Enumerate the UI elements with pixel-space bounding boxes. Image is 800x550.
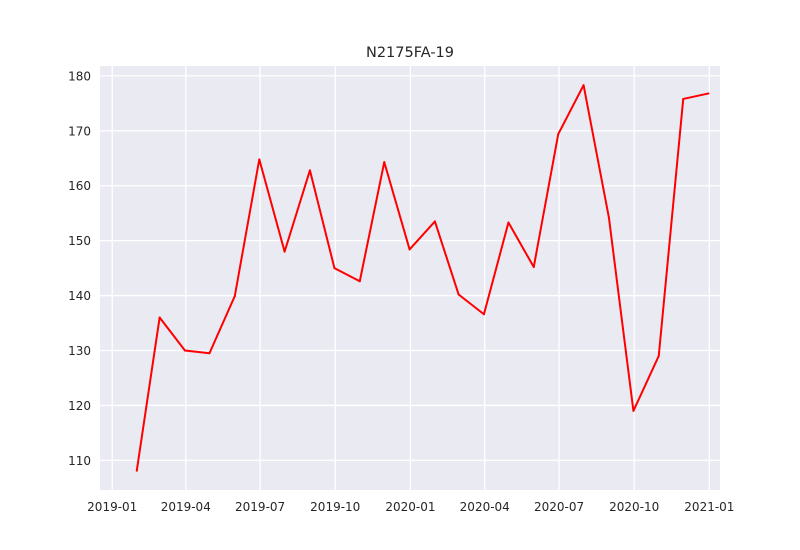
- data-point: [283, 250, 286, 253]
- data-point: [233, 295, 236, 298]
- data-point: [532, 266, 535, 269]
- x-tick-label: 2019-04: [161, 500, 211, 514]
- data-point: [607, 216, 610, 219]
- x-axis: 2019-01 2019-04 2019-07 2019-10 2020-01 2020-…: [87, 500, 734, 514]
- x-tick-label: 2021-01: [684, 500, 734, 514]
- data-point: [258, 158, 261, 161]
- data-point: [383, 161, 386, 164]
- data-point: [208, 352, 211, 355]
- data-point: [557, 133, 560, 136]
- x-tick-label: 2019-01: [87, 500, 137, 514]
- y-tick-label: 140: [68, 289, 91, 303]
- y-tick-label: 110: [68, 454, 91, 468]
- x-tick-label: 2020-07: [534, 500, 584, 514]
- data-point: [632, 409, 635, 412]
- x-tick-label: 2020-10: [609, 500, 659, 514]
- data-point: [433, 220, 436, 223]
- series-layer: [135, 84, 710, 472]
- data-point: [707, 92, 710, 95]
- data-point: [408, 248, 411, 251]
- data-point: [657, 354, 660, 357]
- data-point: [457, 293, 460, 296]
- y-tick-label: 160: [68, 179, 91, 193]
- y-tick-label: 180: [68, 69, 91, 83]
- data-point: [358, 280, 361, 283]
- data-point: [183, 349, 186, 352]
- chart-title: N2175FA-19: [366, 45, 454, 61]
- y-axis: 110 120 130 140 150 160 170 180: [68, 69, 91, 467]
- grid: [100, 66, 720, 490]
- x-tick-label: 2019-10: [310, 500, 360, 514]
- data-point: [333, 267, 336, 270]
- data-point: [582, 84, 585, 87]
- data-point: [308, 169, 311, 172]
- data-point: [158, 316, 161, 319]
- data-point: [507, 221, 510, 224]
- data-point: [135, 469, 138, 472]
- y-tick-label: 130: [68, 344, 91, 358]
- x-tick-label: 2020-01: [385, 500, 435, 514]
- x-tick-label: 2020-04: [460, 500, 510, 514]
- series-line: [135, 84, 709, 471]
- y-tick-label: 150: [68, 234, 91, 248]
- y-tick-label: 120: [68, 399, 91, 413]
- x-tick-label: 2019-07: [235, 500, 285, 514]
- data-point: [682, 97, 685, 100]
- data-point: [482, 313, 485, 316]
- y-tick-label: 170: [68, 124, 91, 138]
